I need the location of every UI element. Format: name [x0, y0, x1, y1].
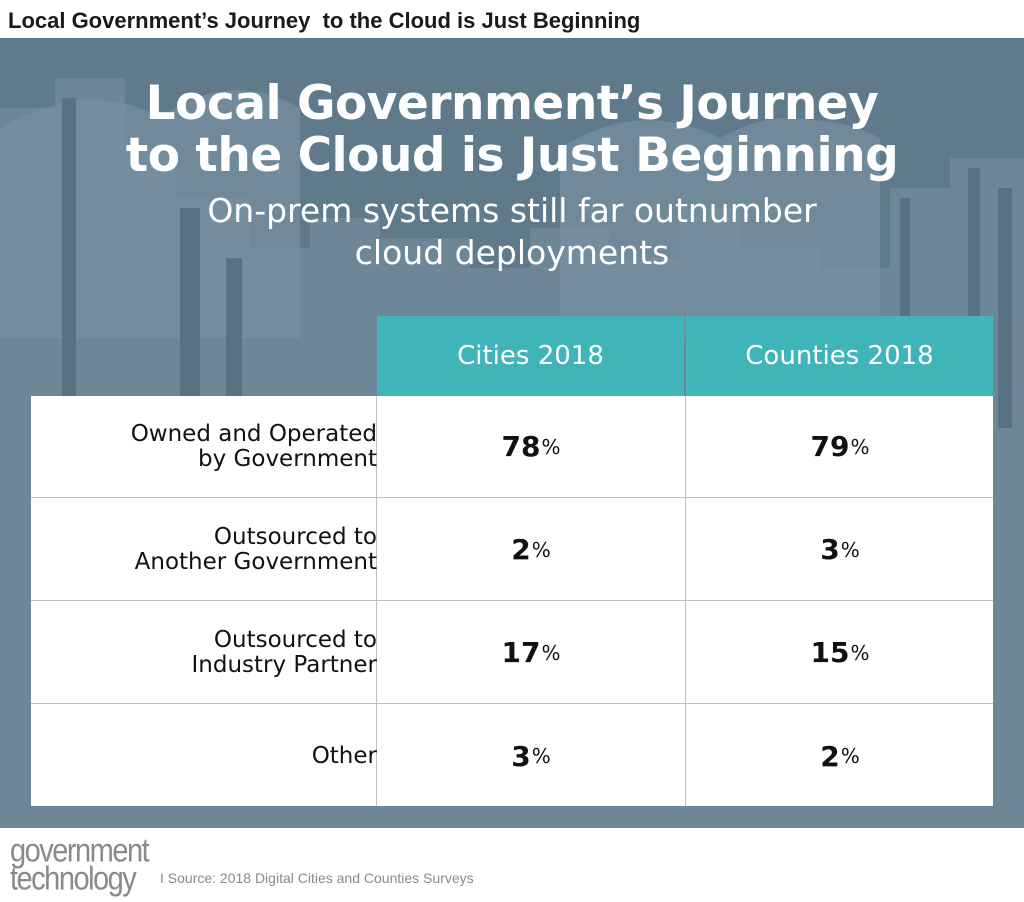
row-label: Other — [31, 705, 377, 807]
table-row: Other 3% 2% — [31, 705, 993, 807]
value-cell-counties: 79% — [686, 396, 994, 497]
row-label-text: Outsourced to Industry Partner — [191, 626, 377, 678]
value-cell-counties: 2% — [686, 705, 994, 807]
headline-line-2: to the Cloud is Just Beginning — [125, 128, 899, 183]
row-label-text: Outsourced to Another Government — [134, 523, 377, 575]
headline-line-1: Local Government’s Journey — [145, 76, 879, 131]
value-number: 79 — [810, 430, 850, 463]
row-label-text: Owned and Operated by Government — [130, 420, 377, 472]
value-cell-counties: 3% — [686, 499, 994, 600]
percent-unit: % — [531, 744, 551, 768]
value-cell-cities: 3% — [377, 705, 685, 807]
value-number: 3 — [820, 533, 840, 566]
table-divider-1 — [376, 396, 377, 806]
table-row: Owned and Operated by Government 78% 79% — [31, 396, 993, 498]
source-note: I Source: 2018 Digital Cities and Counti… — [160, 870, 474, 886]
table-row: Outsourced to Industry Partner 17% 15% — [31, 602, 993, 704]
value-number: 2 — [820, 739, 840, 773]
value-number: 2 — [511, 533, 531, 566]
row-label-text: Other — [311, 742, 377, 769]
percent-unit: % — [850, 640, 870, 665]
infographic-panel: Local Government’s Journey to the Cloud … — [0, 38, 1024, 828]
subheadline-line-2: cloud deployments — [354, 233, 670, 272]
table-row: Outsourced to Another Government 2% 3% — [31, 499, 993, 601]
value-cell-counties: 15% — [686, 602, 994, 703]
row-label: Owned and Operated by Government — [31, 396, 377, 497]
percent-unit: % — [541, 434, 561, 459]
value-cell-cities: 2% — [377, 499, 685, 600]
percent-unit: % — [531, 537, 551, 562]
headline: Local Government’s Journey to the Cloud … — [0, 78, 1024, 182]
subheadline-line-1: On-prem systems still far outnumber — [207, 191, 817, 230]
data-table: Owned and Operated by Government 78% 79%… — [31, 396, 993, 806]
value-cell-cities: 78% — [377, 396, 685, 497]
logo-line-1: government — [10, 832, 150, 870]
value-cell-cities: 17% — [377, 602, 685, 703]
value-number: 3 — [511, 739, 531, 773]
percent-unit: % — [850, 434, 870, 459]
percent-unit: % — [541, 640, 561, 665]
percent-unit: % — [840, 744, 860, 768]
page-title: Local Government’s Journey to the Cloud … — [8, 8, 641, 33]
value-number: 78 — [501, 430, 541, 463]
value-number: 15 — [810, 636, 850, 669]
table-divider-2 — [685, 396, 686, 806]
government-technology-logo: government technology — [10, 832, 150, 898]
logo-line-2: technology — [10, 860, 137, 898]
row-label: Outsourced to Another Government — [31, 499, 377, 600]
subheadline: On-prem systems still far outnumber clou… — [0, 190, 1024, 274]
column-header-counties: Counties 2018 — [686, 316, 993, 396]
row-label: Outsourced to Industry Partner — [31, 602, 377, 703]
percent-unit: % — [840, 537, 860, 562]
column-header-cities: Cities 2018 — [377, 316, 684, 396]
value-number: 17 — [501, 636, 541, 669]
